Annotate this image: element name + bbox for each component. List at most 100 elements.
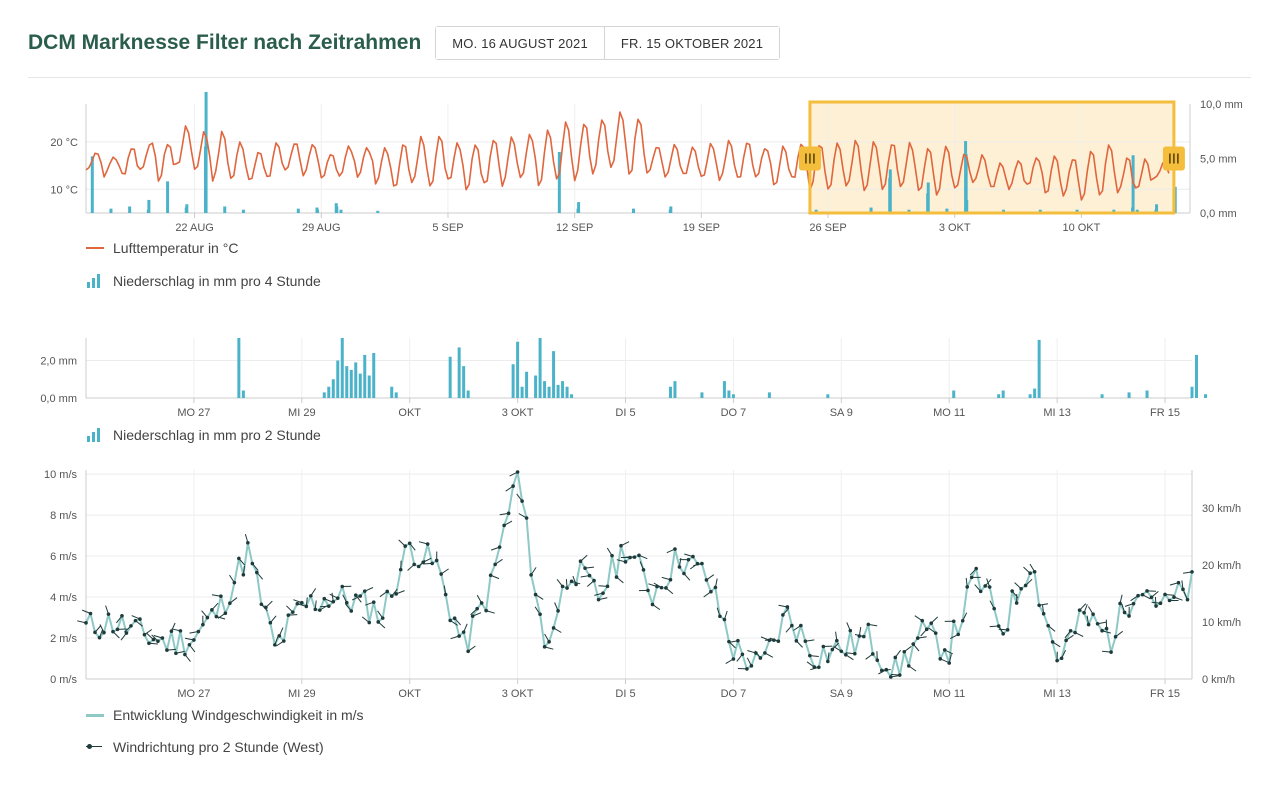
wind-direction-point [475,606,479,611]
legend-label: Entwicklung Windgeschwindigkeit in m/s [113,707,364,723]
x-tick-label: DI 5 [615,407,635,419]
precipitation-bar [700,392,704,398]
precipitation-bar [466,390,470,398]
wind-direction-point [1122,610,1127,615]
wind-direction-point [969,575,974,580]
wind-direction-point [677,565,682,569]
x-tick-label: 3 OKT [502,688,534,700]
precipitation-bar [358,373,362,398]
wind-direction-point [1190,570,1194,574]
precipitation-bar [516,341,520,398]
x-tick-label: DI 5 [615,688,635,700]
wind-direction-point [214,614,219,619]
wind-direction-point [686,557,691,562]
legend-temperature[interactable]: Lufttemperatur in °C [86,240,238,256]
wind-direction-point [1059,656,1064,661]
wind-direction-point [178,629,183,633]
wind-direction-point [933,631,938,635]
wind-direction-point [560,584,565,589]
precipitation-bar [767,392,771,398]
wind-chart[interactable]: MO 27 MI 29 OKT 3 OKT DI 5 DO 7 SA 9 MO 11 MI 13… [0,460,1280,700]
wind-direction-point [745,667,749,671]
precipitation-bar [1075,209,1079,213]
wind-direction-point [470,614,475,618]
wind-direction-point [682,571,686,576]
y-tick-label-left: 10 m/s [44,469,78,481]
date-to-button[interactable]: FR. 15 OKTOBER 2021 [603,27,780,59]
wind-direction-point [951,619,956,624]
overview-chart[interactable]: 22 AUG 29 AUG 5 SEP 12 SEP 19 SEP 26 SEP 3 OKT… [0,0,1280,240]
wind-direction-point [740,652,745,657]
x-tick-label: FR 15 [1150,688,1180,700]
wind-direction-point [1001,631,1005,636]
wind-direction-point [538,612,542,617]
selection-area [809,102,1174,213]
wind-direction-point [897,673,902,677]
wind-direction-point [533,592,538,597]
wind-direction-point [466,649,470,654]
precipitation-bar [390,386,394,398]
wind-direction-point [124,631,129,635]
precipitation-bar [372,353,376,398]
wind-direction-point [237,556,241,561]
wind-direction-point [1104,626,1109,631]
wind-direction-point [376,620,381,624]
precipitation-bar [376,210,380,213]
y-tick-label-left: 4 m/s [50,592,77,604]
wind-direction-point [259,602,264,607]
wind-direction-point [1181,587,1185,592]
date-from-button[interactable]: MO. 16 AUGUST 2021 [436,27,604,59]
x-tick-label: 12 SEP [556,222,593,234]
precipitation-chart[interactable]: MO 27 MI 29 OKT 3 OKT DI 5 DO 7 SA 9 MO 11 MI 13… [0,330,1280,420]
legend-wind-speed[interactable]: Entwicklung Windgeschwindigkeit in m/s [86,707,364,723]
precipitation-bar [945,208,949,213]
legend-precipitation-4h[interactable]: Niederschlag in mm pro 4 Stunde [86,273,321,289]
wind-direction-point [668,577,673,582]
precipitation-bar [1194,354,1198,398]
legend-precipitation-2h[interactable]: Niederschlag in mm pro 2 Stunde [86,427,321,443]
arrow-legend-icon [86,740,104,754]
legend-wind-direction[interactable]: Windrichtung pro 2 Stunde (West) [86,739,324,755]
x-tick-label: MO 27 [177,407,210,419]
wind-direction-point [201,622,205,627]
precipitation-bar [538,338,542,398]
selection-handle-right[interactable] [1162,146,1185,171]
wind-direction-point [1140,592,1145,597]
precipitation-bar [462,366,466,398]
wind-direction-point [1109,650,1113,654]
selection-handle-left[interactable] [798,146,821,171]
wind-direction-point [421,560,425,565]
wind-direction-point [371,600,376,604]
header-divider [28,77,1251,78]
wind-direction-point [992,606,996,611]
wind-direction-point [457,634,461,638]
wind-direction-point [938,657,943,661]
wind-direction-point [362,589,367,593]
wind-direction-point [331,599,336,604]
precipitation-bar [327,386,331,398]
y-tick-label-right: 20 km/h [1202,560,1241,572]
precipitation-bar [814,209,818,213]
date-range-picker[interactable]: MO. 16 AUGUST 2021 FR. 15 OKTOBER 2021 [435,26,781,60]
precipitation-bar [354,362,358,398]
y-tick-label-left: 6 m/s [50,551,77,563]
wind-direction-point [637,553,641,558]
wind-direction-point [1028,571,1032,575]
precipitation-bar [336,360,340,398]
wind-direction-point [803,639,808,644]
wind-direction-point [587,573,592,578]
wind-direction-point [1064,638,1068,643]
wind-direction-point [722,617,727,622]
wind-direction-point [1095,621,1100,626]
wind-direction-point [1005,628,1010,632]
wind-direction-point [205,615,210,620]
wind-direction-point [736,638,740,643]
precipitation-bar [331,379,335,398]
y-tick-label-right: 5,0 mm [1200,154,1237,166]
wind-direction-point [106,612,111,616]
wind-direction-point [835,638,839,643]
wind-direction-point [646,588,650,593]
wind-direction-point [583,566,587,570]
precipitation-bar [525,371,529,398]
precipitation-bar [335,206,339,213]
